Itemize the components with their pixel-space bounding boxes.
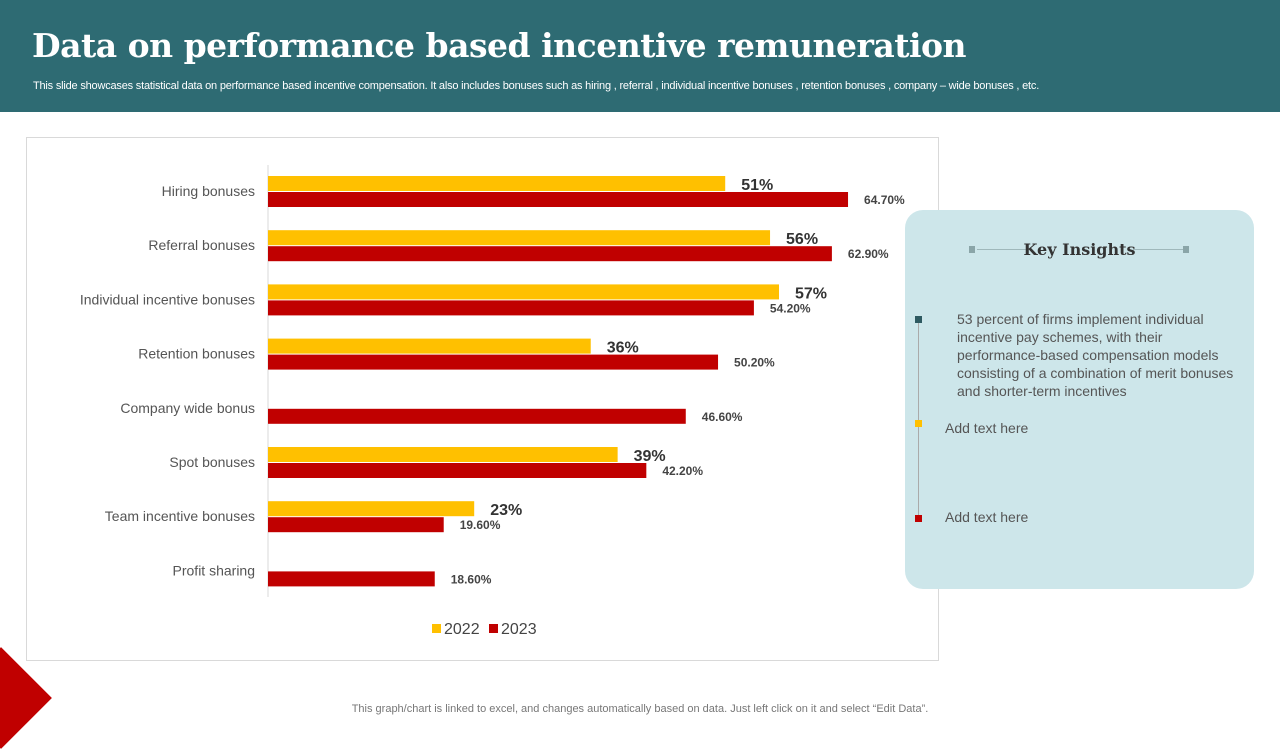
data-label: 51% bbox=[741, 177, 773, 194]
bar-2023[interactable] bbox=[268, 300, 754, 316]
bar-2023[interactable] bbox=[268, 354, 719, 370]
bar-2022[interactable] bbox=[268, 230, 771, 246]
data-label: 62.90% bbox=[848, 247, 889, 261]
key-insights-panel: Key Insights 53 percent of firms impleme… bbox=[905, 210, 1254, 589]
legend-swatch bbox=[489, 624, 498, 633]
page-title: Data on performance based incentive remu… bbox=[32, 26, 967, 65]
bullet-icon bbox=[915, 420, 922, 427]
divider bbox=[1133, 249, 1183, 250]
data-label: 50.20% bbox=[734, 356, 775, 370]
category-label: Team incentive bonuses bbox=[105, 508, 255, 524]
key-insights-title: Key Insights bbox=[1023, 240, 1136, 259]
data-label: 57% bbox=[795, 285, 827, 302]
bar-2023[interactable] bbox=[268, 246, 832, 262]
data-label: 64.70% bbox=[864, 193, 905, 207]
page-subtitle: This slide showcases statistical data on… bbox=[33, 80, 1040, 92]
category-label: Individual incentive bonuses bbox=[80, 291, 255, 307]
bullet-icon bbox=[915, 515, 922, 522]
bar-2023[interactable] bbox=[268, 408, 686, 424]
data-label: 36% bbox=[607, 340, 639, 357]
category-label: Spot bonuses bbox=[169, 454, 255, 470]
bar-2023[interactable] bbox=[268, 463, 647, 478]
legend-label[interactable]: 2022 bbox=[444, 621, 480, 638]
bullet-icon bbox=[915, 316, 922, 323]
category-label: Hiring bonuses bbox=[162, 183, 255, 199]
data-label: 46.60% bbox=[702, 410, 743, 424]
bar-2022[interactable] bbox=[268, 284, 780, 300]
header: Data on performance based incentive remu… bbox=[0, 0, 1280, 112]
data-label: 23% bbox=[490, 502, 522, 519]
data-label: 19.60% bbox=[460, 518, 501, 532]
corner-decoration bbox=[0, 647, 52, 749]
data-label: 18.60% bbox=[451, 572, 492, 586]
bar-2022[interactable] bbox=[268, 176, 726, 191]
bar-2022[interactable] bbox=[268, 501, 475, 517]
data-label: 42.20% bbox=[662, 464, 703, 478]
insight-text: Add text here bbox=[945, 420, 1029, 436]
bar-2023[interactable] bbox=[268, 571, 435, 587]
bar-2023[interactable] bbox=[268, 517, 444, 533]
legend-label[interactable]: 2023 bbox=[501, 621, 537, 638]
bar-2022[interactable] bbox=[268, 447, 618, 462]
bar-chart[interactable]: Hiring bonuses 51% 64.70% Referral bonuses 5… bbox=[0, 0, 940, 660]
category-label: Retention bonuses bbox=[138, 346, 255, 362]
data-label: 54.20% bbox=[770, 301, 811, 315]
data-label: 56% bbox=[786, 231, 818, 248]
category-label: Company wide bonus bbox=[120, 400, 255, 416]
insight-text: 53 percent of firms implement individual… bbox=[957, 311, 1234, 399]
data-label: 39% bbox=[634, 448, 666, 465]
category-label: Referral bonuses bbox=[148, 237, 255, 253]
bar-2023[interactable] bbox=[268, 192, 849, 207]
decor-square bbox=[969, 246, 975, 253]
insight-text: Add text here bbox=[945, 509, 1029, 525]
legend-swatch bbox=[432, 624, 441, 633]
divider bbox=[977, 249, 1027, 250]
category-label: Profit sharing bbox=[173, 562, 255, 578]
bar-2022[interactable] bbox=[268, 338, 591, 354]
decor-square bbox=[1183, 246, 1189, 253]
footer-note: This graph/chart is linked to excel, and… bbox=[351, 703, 929, 715]
